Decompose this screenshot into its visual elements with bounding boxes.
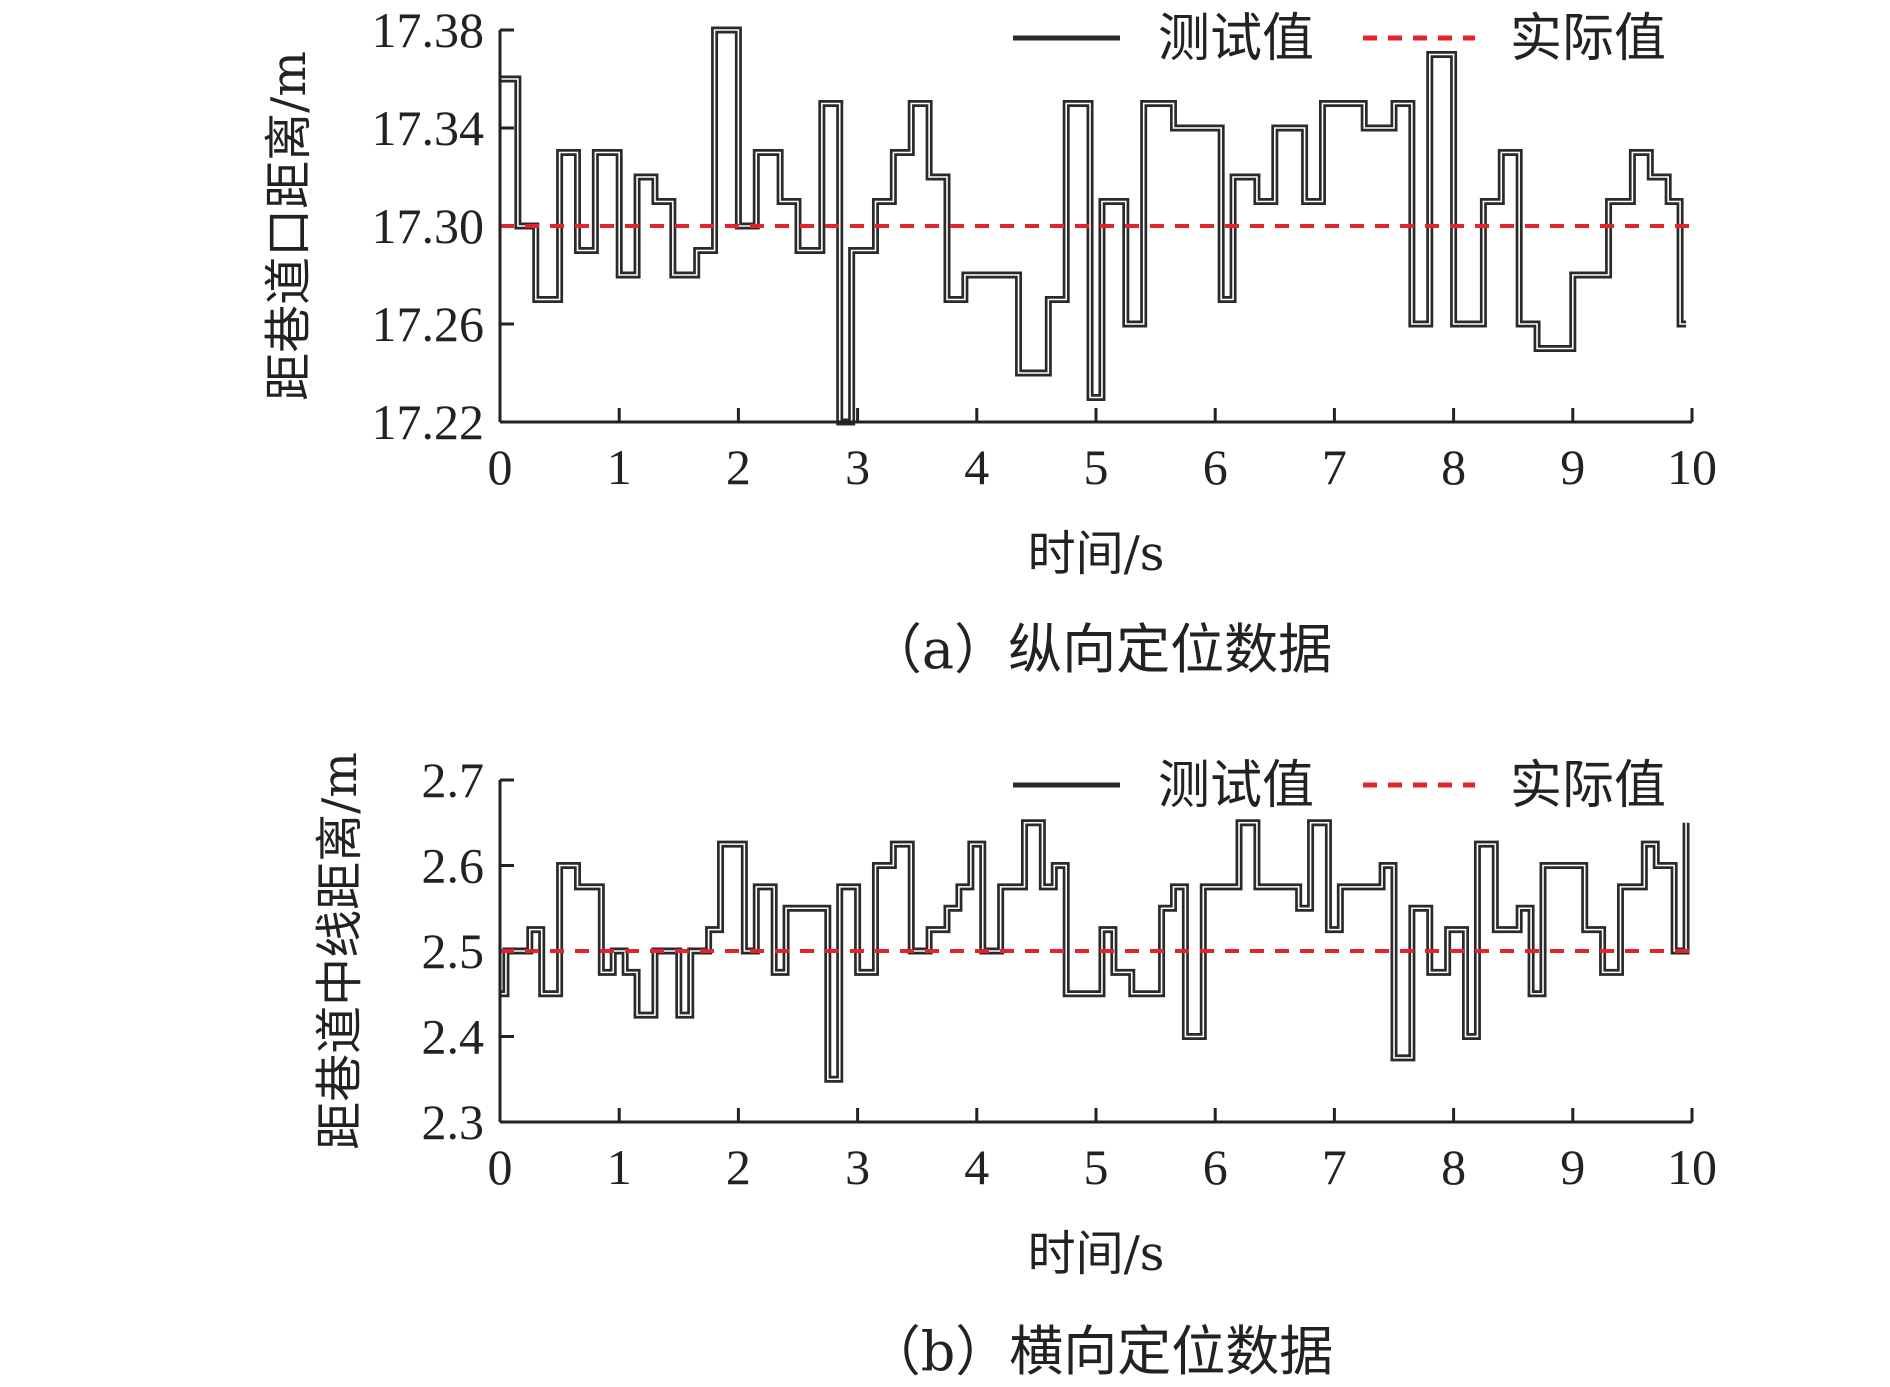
panel-b-x-tick-label-8: 8	[1441, 1139, 1466, 1195]
panel-a-series-measured-line-core	[500, 29, 1687, 423]
panel-b-x-tick-label-1: 1	[607, 1139, 632, 1195]
panel-b-x-axis-label: 时间/s	[1028, 1226, 1165, 1282]
panel-a-x-axis-label: 时间/s	[1028, 526, 1165, 582]
panel-a-longitudinal: 17.22 17.26 17.30 17.34 17.38 0 1 2 3 4 5 6 7 8 9 10 距…	[261, 2, 1717, 681]
panel-a-x-tick-label-5: 5	[1084, 439, 1109, 495]
panel-b-x-tick-label-2: 2	[726, 1139, 751, 1195]
panel-a-y-tick-label-2: 17.30	[372, 198, 485, 254]
panel-b-x-tick-label-7: 7	[1322, 1139, 1347, 1195]
panel-a-legend-actual-label: 实际值	[1510, 9, 1666, 69]
panel-b-x-tick-label-6: 6	[1203, 1139, 1228, 1195]
panel-b-legend-actual-label: 实际值	[1510, 756, 1666, 816]
panel-b-x-tick-label-3: 3	[845, 1139, 870, 1195]
panel-b-x-tick-label-5: 5	[1084, 1139, 1109, 1195]
panel-a-x-tick-label-8: 8	[1441, 439, 1466, 495]
panel-a-x-tick-label-0: 0	[488, 439, 513, 495]
panel-b-y-tick-label-0: 2.3	[422, 1094, 485, 1150]
panel-b-x-tick-label-4: 4	[964, 1139, 989, 1195]
panel-a-x-tick-label-3: 3	[845, 439, 870, 495]
panel-b-x-tick-label-0: 0	[488, 1139, 513, 1195]
panel-a-caption: （a）纵向定位数据	[868, 618, 1332, 681]
panel-b-y-tick-label-3: 2.6	[422, 838, 485, 894]
panel-a-x-tick-label-4: 4	[964, 439, 989, 495]
panel-a-x-tick-label-6: 6	[1203, 439, 1228, 495]
panel-b-y-tick-labels: 2.3 2.4 2.5 2.6 2.7	[422, 752, 485, 1150]
panel-a-x-tick-labels: 0 1 2 3 4 5 6 7 8 9 10	[488, 439, 1718, 495]
panel-a-legend: 测试值 实际值	[1013, 9, 1666, 69]
panel-a-x-tick-label-1: 1	[607, 439, 632, 495]
panel-a-x-tick-label-10: 10	[1667, 439, 1717, 495]
panel-a-y-tick-labels: 17.22 17.26 17.30 17.34 17.38	[372, 2, 485, 450]
panel-a-x-tick-label-9: 9	[1560, 439, 1585, 495]
panel-a-y-tick-label-0: 17.22	[372, 394, 485, 450]
panel-b-y-tick-label-1: 2.4	[422, 1009, 485, 1065]
panel-b-legend: 测试值 实际值	[1013, 756, 1666, 816]
panel-b-caption: （b）横向定位数据	[867, 1320, 1334, 1383]
panel-b-x-tick-label-9: 9	[1560, 1139, 1585, 1195]
panel-b-y-tick-label-2: 2.5	[422, 923, 485, 979]
panel-a-y-tick-label-1: 17.26	[372, 296, 485, 352]
panel-b-lateral: 2.3 2.4 2.5 2.6 2.7 0 1 2 3 4 5 6 7 8 9 10 距巷道中线距离/m 时…	[312, 752, 1717, 1383]
panel-b-data-layer	[500, 819, 1692, 1083]
panel-b-legend-measured-label: 测试值	[1158, 756, 1314, 816]
panel-a-x-tick-label-7: 7	[1322, 439, 1347, 495]
panel-a-data-layer	[500, 26, 1692, 426]
panel-b-y-tick-label-4: 2.7	[422, 752, 485, 808]
panel-a-legend-measured-label: 测试值	[1158, 9, 1314, 69]
panel-b-x-tick-label-10: 10	[1667, 1139, 1717, 1195]
panel-a-y-axis-label: 距巷道口距离/m	[261, 51, 317, 401]
panel-b-series-measured-line-core	[500, 821, 1687, 1081]
panel-a-y-tick-label-4: 17.38	[372, 2, 485, 58]
panel-a-x-tick-label-2: 2	[726, 439, 751, 495]
panel-b-y-axis-label: 距巷道中线距离/m	[312, 752, 368, 1150]
panel-b-x-tick-labels: 0 1 2 3 4 5 6 7 8 9 10	[488, 1139, 1718, 1195]
panel-a-y-tick-label-3: 17.34	[372, 100, 485, 156]
